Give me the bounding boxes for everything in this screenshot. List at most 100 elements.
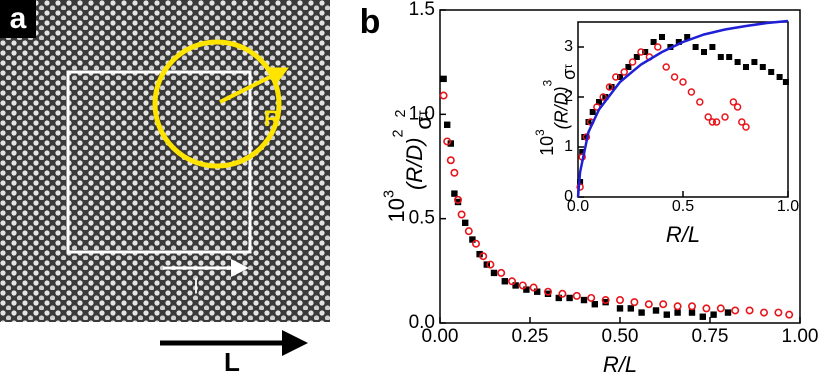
data-point [507, 277, 516, 286]
data-point [454, 198, 462, 206]
data-point [625, 64, 632, 70]
x-axis-label: R/L [666, 222, 700, 247]
data-point [518, 281, 527, 290]
data-point [628, 58, 637, 66]
y-tick-label: 3 [564, 38, 573, 55]
data-point [696, 98, 704, 106]
panel-label: b [360, 3, 381, 41]
data-point [726, 54, 733, 60]
data-point [462, 219, 469, 227]
y-tick-label: 2 [564, 88, 573, 105]
data-point [699, 313, 706, 320]
data-point [591, 301, 598, 308]
data-point [469, 236, 476, 243]
data-point [659, 300, 668, 309]
x-tick-label: 0.00 [422, 326, 459, 347]
data-point [599, 93, 607, 101]
y-label-part: 3 [381, 190, 397, 198]
data-point [702, 304, 711, 313]
data-point [617, 74, 623, 80]
data-point [451, 190, 458, 197]
fit-line [576, 19, 789, 198]
data-point [602, 94, 609, 100]
data-point [476, 250, 483, 258]
y-label-part: (R/D) [551, 86, 571, 129]
inset-background [578, 22, 788, 197]
data-point [659, 34, 665, 40]
length-label: L [224, 347, 240, 377]
data-point [471, 239, 480, 248]
data-point [630, 298, 639, 307]
data-point [464, 227, 473, 236]
data-point [555, 294, 562, 302]
y-label-part: σ [559, 69, 579, 80]
y-tick-label: 0.0 [409, 312, 435, 333]
data-point [523, 286, 530, 293]
y-label-part: 10 [384, 198, 409, 222]
data-point [716, 304, 725, 313]
data-point [675, 39, 682, 45]
data-point [709, 44, 716, 50]
data-point [616, 305, 624, 312]
data-point [529, 283, 538, 292]
data-point [439, 91, 448, 100]
data-point [447, 140, 454, 147]
data-point [446, 156, 455, 165]
data-point [501, 278, 508, 285]
data-point [579, 149, 586, 155]
data-point [543, 287, 552, 296]
x-tick-label: 1.0 [777, 198, 799, 215]
box-label: l [194, 276, 198, 298]
data-point [638, 309, 645, 316]
data-point [479, 252, 488, 261]
x-tick-label: 0.25 [512, 326, 549, 347]
data-point [785, 310, 794, 319]
data-point [602, 298, 609, 306]
data-point [587, 293, 596, 302]
y-label-part: 3 [542, 80, 555, 87]
data-point [608, 84, 615, 90]
data-point [512, 282, 519, 289]
data-point [734, 59, 741, 65]
data-point [450, 168, 459, 177]
y-label-part: σ [411, 116, 436, 130]
data-point [679, 78, 687, 86]
data-point [642, 49, 649, 55]
data-point [596, 99, 602, 105]
data-point [627, 305, 634, 312]
data-point [759, 64, 766, 70]
panel-label: a [10, 2, 27, 35]
data-point [710, 311, 717, 318]
arrow-head [282, 330, 308, 356]
data-point [774, 308, 783, 317]
data-point [687, 88, 696, 96]
y-axis-label: 103(R/D)3στ [534, 64, 579, 156]
y-label-part: 2 [393, 109, 409, 117]
x-axis-label: R/L [603, 352, 637, 377]
data-point [687, 302, 696, 311]
label-box [0, 0, 36, 38]
y-tick-label: 1.5 [409, 0, 435, 20]
data-point [558, 289, 567, 298]
data-point [601, 296, 610, 305]
data-point [782, 79, 789, 85]
data-point [738, 118, 746, 126]
data-point [731, 306, 740, 315]
data-point [742, 123, 750, 131]
data-point [534, 288, 541, 295]
y-tick-label: 1 [564, 138, 573, 155]
data-point [615, 296, 624, 305]
data-point [620, 68, 628, 76]
data-point [444, 121, 451, 128]
box [66, 70, 252, 254]
data-point [581, 134, 588, 140]
data-point [589, 109, 596, 115]
y-tick-label: 1.0 [409, 103, 435, 124]
x-tick-label: 0.50 [602, 326, 639, 347]
data-point [585, 119, 592, 125]
circle [152, 39, 282, 169]
data-point [457, 210, 466, 219]
data-point [692, 44, 699, 50]
y-label-part: τ [415, 110, 431, 116]
